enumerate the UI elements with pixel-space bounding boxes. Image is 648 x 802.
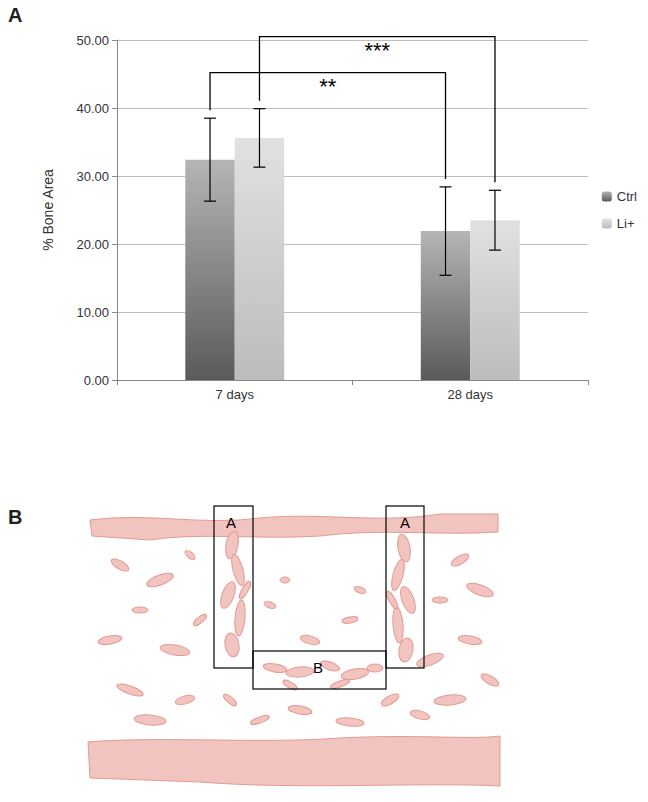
svg-text:***: *** xyxy=(364,38,390,63)
svg-text:28 days: 28 days xyxy=(447,387,493,402)
svg-text:B: B xyxy=(313,659,323,676)
svg-text:Ctrl: Ctrl xyxy=(617,189,637,204)
svg-text:10.00: 10.00 xyxy=(76,305,109,320)
svg-text:7 days: 7 days xyxy=(216,387,255,402)
svg-text:0.00: 0.00 xyxy=(84,373,109,388)
svg-text:A: A xyxy=(226,514,236,531)
svg-text:20.00: 20.00 xyxy=(76,237,109,252)
html-text:A: A xyxy=(8,4,23,26)
svg-text:% Bone Area: % Bone Area xyxy=(40,169,56,251)
svg-text:30.00: 30.00 xyxy=(76,169,109,184)
svg-text:**: ** xyxy=(319,74,337,99)
svg-text:Li+: Li+ xyxy=(617,216,635,231)
svg-text:A: A xyxy=(400,514,410,531)
svg-text:50.00: 50.00 xyxy=(76,33,109,48)
svg-text:40.00: 40.00 xyxy=(76,101,109,116)
html-text:B: B xyxy=(8,506,23,528)
